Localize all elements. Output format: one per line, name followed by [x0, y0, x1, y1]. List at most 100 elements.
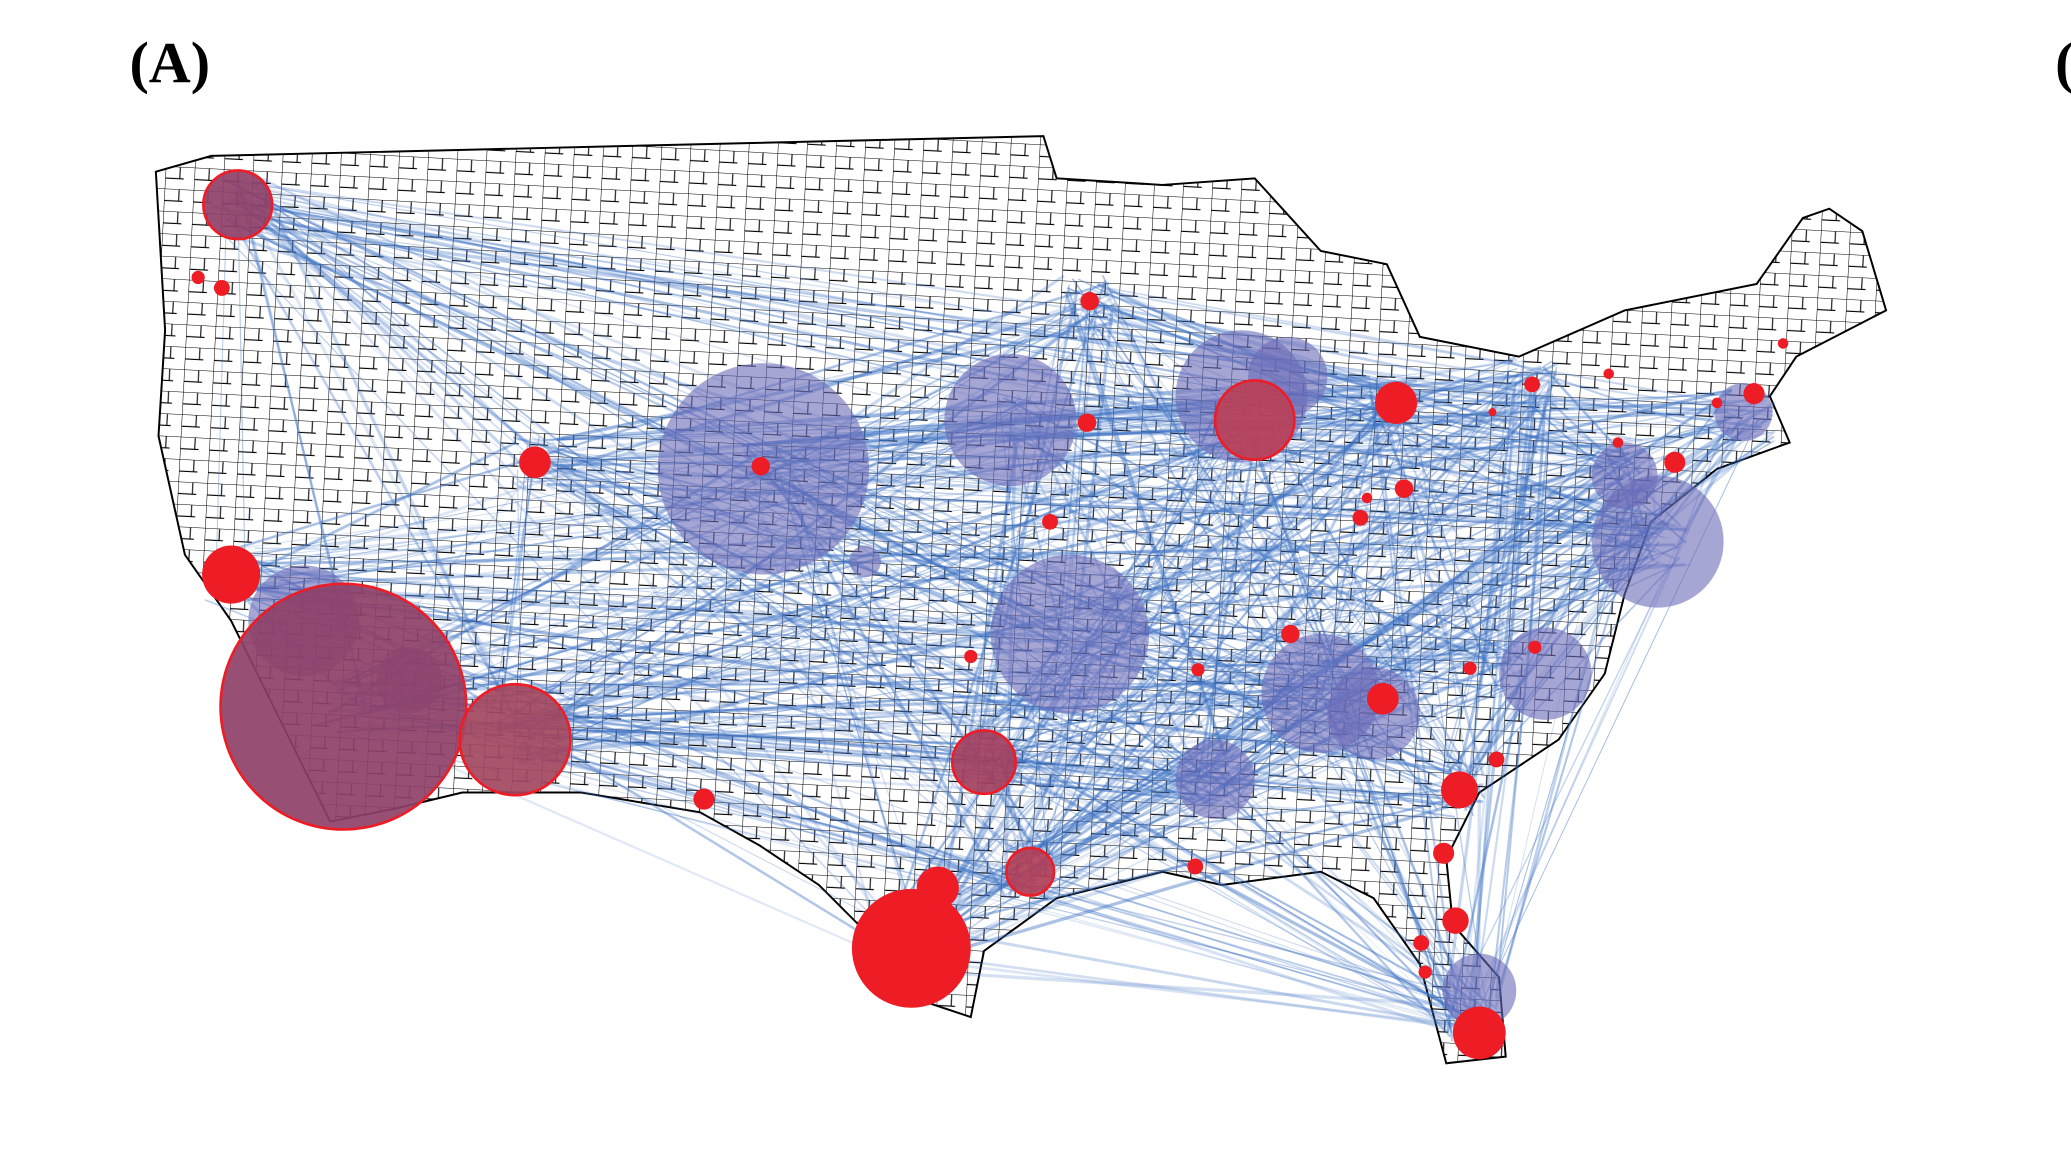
flow-line	[1092, 563, 1686, 615]
city-node	[1187, 858, 1204, 875]
flow-line	[1396, 382, 1731, 415]
city-node	[1743, 383, 1765, 405]
flow-line	[1038, 858, 1461, 1009]
flow-line	[1452, 420, 1750, 792]
flow-line	[248, 211, 1024, 884]
flow-line	[261, 184, 537, 766]
flow-line	[1240, 430, 1649, 542]
flow-line	[237, 200, 1245, 417]
flow-line	[237, 190, 246, 575]
flow-line	[985, 431, 1609, 439]
flow-line	[1321, 416, 1771, 669]
flow-line	[534, 652, 1067, 744]
flow-line	[966, 284, 1071, 780]
flow-line	[1465, 547, 1677, 1029]
flow-line	[740, 438, 1632, 463]
flow-line	[1100, 289, 1740, 407]
flow-line	[1482, 472, 1613, 1030]
city-node	[1612, 437, 1624, 448]
flow-line	[234, 543, 1676, 566]
flow-line	[1445, 766, 1479, 1000]
flow-line	[490, 753, 1459, 994]
flow-line	[222, 531, 1654, 587]
flow-line	[1040, 789, 1191, 898]
flow-line	[1093, 301, 1666, 539]
flow-line	[1042, 395, 1521, 886]
flow-line	[1088, 480, 1615, 646]
flow-line	[528, 428, 1268, 716]
flow-line	[1205, 410, 1392, 777]
city-node	[1042, 513, 1058, 530]
flow-line	[1316, 378, 1560, 662]
mixed-node	[1005, 846, 1056, 897]
flow-line	[1011, 683, 1511, 878]
mixed-node	[458, 682, 572, 797]
flow-line	[933, 801, 1207, 959]
flow-line	[558, 462, 1215, 806]
flow-line	[235, 186, 534, 740]
flow-line	[523, 426, 1243, 465]
flow-hub	[990, 554, 1150, 714]
city-node	[1463, 661, 1477, 675]
mixed-node	[950, 729, 1018, 796]
flow-line	[1442, 366, 1558, 769]
flow-line	[1466, 378, 1534, 1018]
flow-line	[521, 741, 1471, 1025]
flow-line	[1014, 396, 1493, 1022]
flow-line	[1470, 381, 1517, 1034]
flow-line	[1527, 406, 1547, 655]
flow-line	[1004, 482, 1636, 750]
flow-line	[1050, 442, 1649, 612]
flow-line	[1193, 561, 1659, 775]
flow-line	[982, 754, 1471, 1019]
flow-line	[1005, 425, 1372, 850]
flow-line	[550, 440, 893, 933]
flow-line	[1202, 449, 1601, 806]
flow-line	[1091, 288, 1637, 466]
flow-line	[1080, 300, 1624, 455]
flow-line	[1002, 397, 1525, 661]
city-node	[964, 649, 978, 664]
flow-line	[219, 229, 887, 932]
flow-line	[241, 201, 1508, 674]
flow-line	[1409, 398, 1765, 419]
flow-line	[529, 456, 1316, 693]
flow-line	[356, 645, 1069, 710]
city-node	[1413, 935, 1430, 952]
flow-line	[910, 402, 1414, 930]
city-node	[1367, 682, 1399, 715]
flow-line	[1236, 392, 1773, 413]
city-node	[1442, 907, 1469, 934]
flow-line	[935, 441, 1019, 942]
flow-hub	[1442, 953, 1517, 1028]
flow-line	[489, 725, 1228, 755]
city-node	[1433, 842, 1455, 864]
flow-line	[539, 440, 1233, 750]
flow-line	[534, 440, 1237, 780]
flow-line	[1223, 438, 1642, 525]
flow-line	[510, 480, 1004, 784]
flow-line	[498, 365, 1542, 733]
flow-line	[1480, 358, 1511, 690]
flow-line	[1100, 316, 1337, 676]
flow-line	[970, 699, 1295, 735]
flow-line	[1506, 385, 1538, 664]
flow-line	[1064, 290, 1228, 757]
flow-line	[220, 199, 521, 724]
flow-line	[925, 927, 1493, 1034]
flow-line	[1336, 431, 1751, 688]
flow-line	[495, 613, 1081, 731]
flow-line	[251, 582, 1313, 708]
flow-line	[1078, 278, 1643, 554]
flow-line	[1059, 644, 1463, 1008]
flow-line	[1396, 381, 1485, 664]
flow-line	[1000, 747, 1463, 1002]
city-node	[1374, 381, 1418, 425]
flow-line	[509, 727, 924, 944]
flow-line	[1322, 404, 1413, 669]
flow-line	[548, 314, 1112, 442]
flow-line	[1395, 411, 1616, 466]
flow-hub	[1591, 442, 1658, 509]
flow-line	[365, 437, 1236, 715]
